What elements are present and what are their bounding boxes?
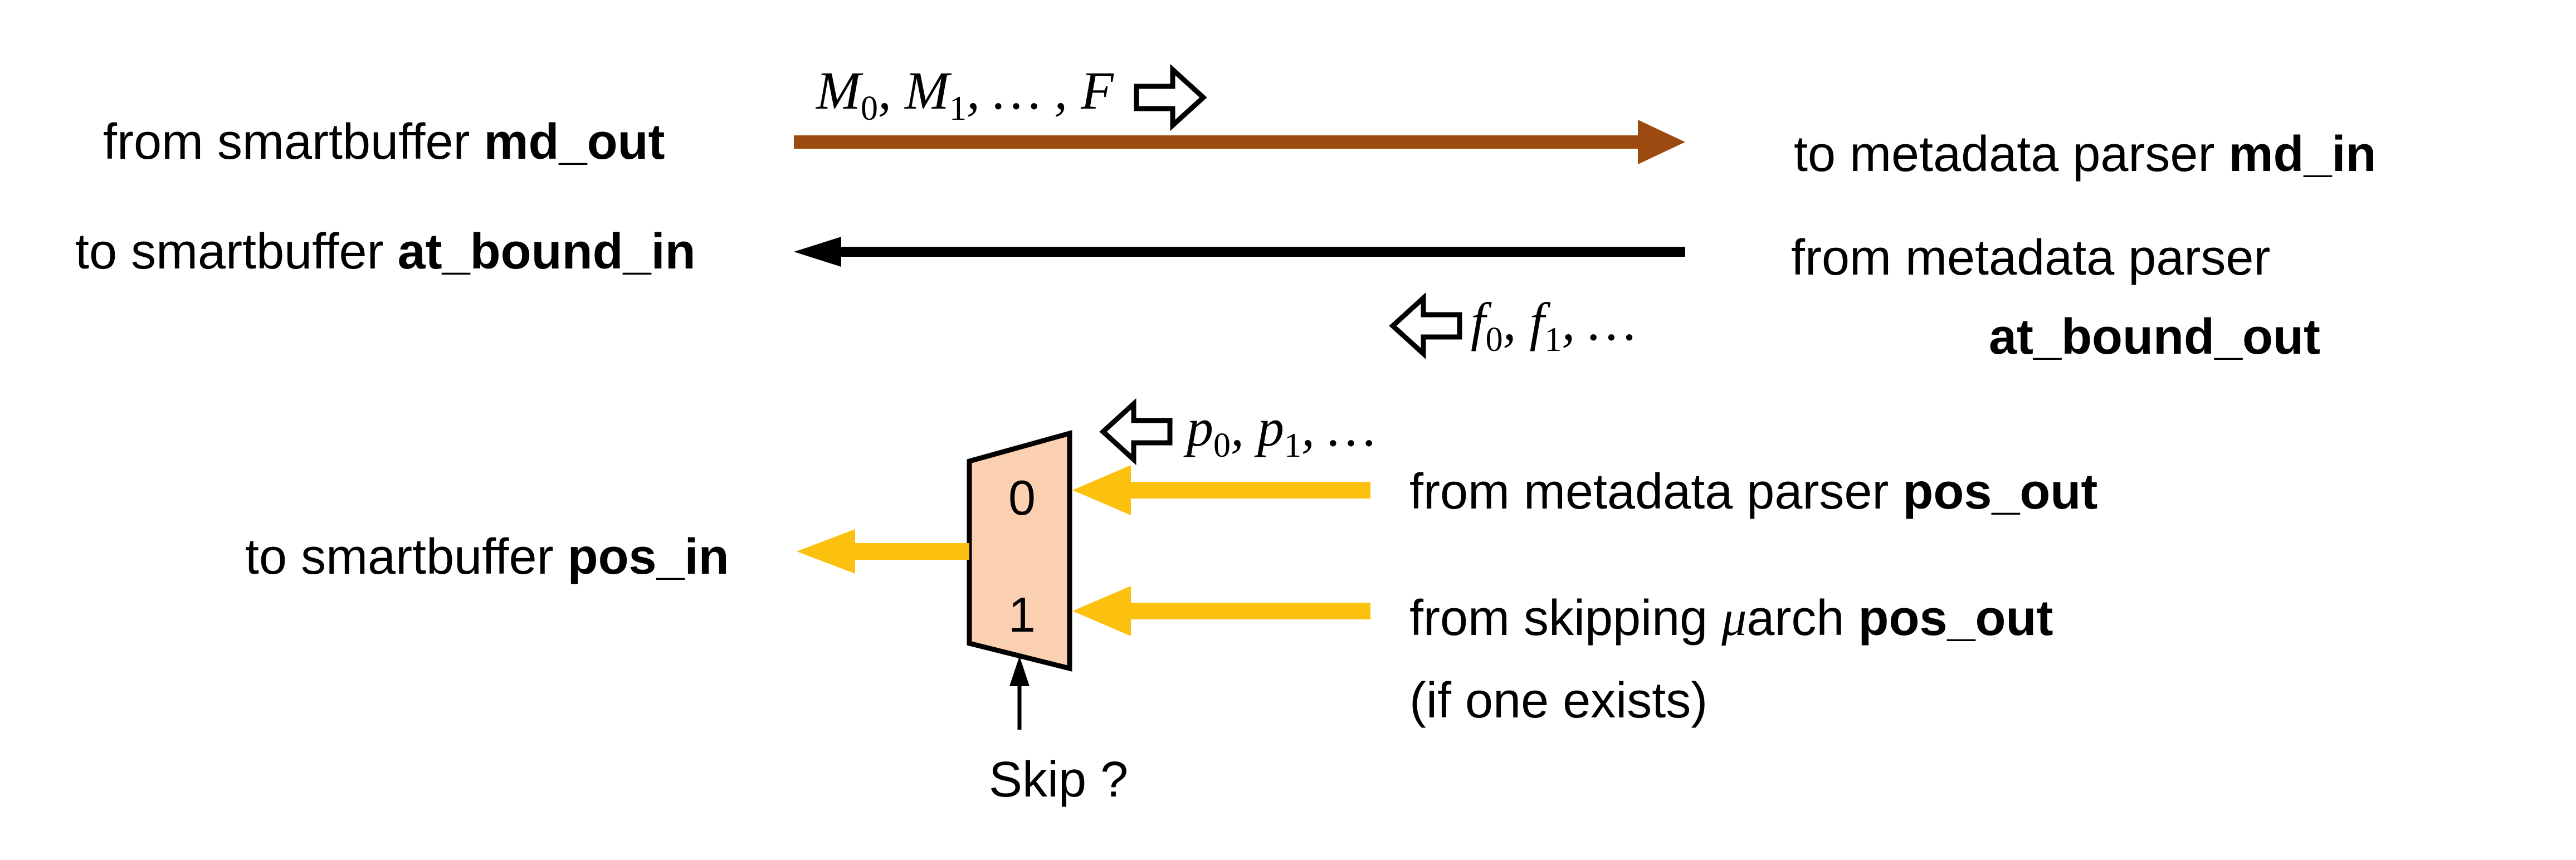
pos-input1-source-port: pos_out bbox=[1858, 590, 2053, 646]
mux-input0-arrow bbox=[1072, 465, 1370, 515]
md-sequence: M0, M1, … , F bbox=[816, 61, 1114, 128]
pos-destination-label: to smartbuffer pos_in bbox=[245, 529, 729, 585]
pos-direction-hollow-arrow bbox=[1099, 398, 1173, 466]
mux-select-label: Skip ? bbox=[989, 752, 1129, 808]
mu-symbol: μ bbox=[1721, 591, 1747, 646]
md-destination-port: md_in bbox=[2228, 126, 2377, 182]
at-bound-sequence: f0, f1, … bbox=[1471, 292, 1636, 359]
pos-input0-source-port: pos_out bbox=[1902, 464, 2098, 520]
md-direction-hollow-arrow bbox=[1134, 63, 1207, 131]
pos-input1-note: (if one exists) bbox=[1409, 673, 1708, 729]
pos-destination-port: pos_in bbox=[567, 529, 729, 585]
pos-input1-source-label: from skipping μarch pos_out bbox=[1409, 590, 2053, 646]
mux-input1-arrow bbox=[1072, 586, 1370, 636]
mux-input1-label: 1 bbox=[1008, 587, 1036, 642]
md-source-label: from smartbuffer md_out bbox=[103, 114, 665, 170]
md-arrow bbox=[794, 120, 1685, 164]
at-bound-source-label: from metadata parser bbox=[1791, 230, 2271, 286]
at-bound-arrow bbox=[794, 237, 1685, 267]
pos-input0-source-label: from metadata parser pos_out bbox=[1409, 464, 2098, 520]
at-bound-source-port: at_bound_out bbox=[1989, 309, 2320, 365]
at-bound-destination-label: to smartbuffer at_bound_in bbox=[75, 224, 696, 280]
mux-output-arrow bbox=[797, 529, 969, 574]
mux-select-arrow bbox=[1009, 656, 1030, 730]
at-bound-destination-port: at_bound_in bbox=[397, 224, 696, 280]
mux-input0-label: 0 bbox=[1008, 470, 1036, 525]
at-bound-direction-hollow-arrow bbox=[1389, 292, 1462, 360]
md-source-port: md_out bbox=[484, 114, 665, 170]
mux-body bbox=[967, 430, 1072, 672]
pos-sequence: p0, p1, … bbox=[1187, 398, 1376, 465]
md-destination-label: to metadata parser md_in bbox=[1794, 126, 2377, 182]
